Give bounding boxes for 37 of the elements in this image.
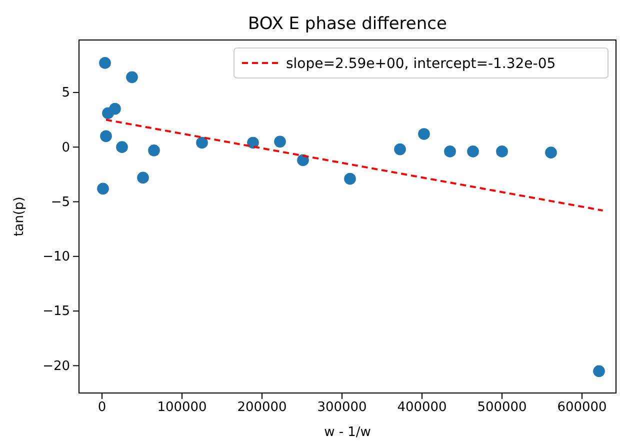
point	[344, 172, 356, 185]
point	[99, 57, 111, 69]
y-tick-label: −5	[50, 194, 70, 210]
point	[545, 146, 557, 158]
point	[116, 141, 128, 154]
point	[109, 102, 121, 115]
x-tick-label: 0	[98, 400, 106, 416]
y-tick-label: 0	[62, 140, 70, 156]
point	[593, 365, 605, 378]
x-tick-label: 500000	[477, 400, 527, 416]
point	[297, 154, 309, 166]
y-tick-label: −15	[42, 304, 70, 320]
point	[196, 136, 208, 149]
y-axis-title: tan(p)	[12, 196, 27, 236]
point	[100, 130, 112, 142]
x-tick-label: 100000	[157, 400, 207, 416]
x-tick-label: 400000	[397, 400, 447, 416]
point	[394, 143, 406, 156]
point	[148, 144, 160, 156]
y-tick-label: −20	[42, 358, 70, 374]
point	[274, 136, 286, 148]
x-tick-label: 200000	[237, 400, 287, 416]
point	[126, 71, 138, 84]
x-axis-title: w - 1/w	[324, 425, 372, 440]
point	[137, 172, 149, 184]
x-tick-label: 300000	[317, 400, 367, 416]
legend-label: slope=2.59e+00, intercept=-1.32e-05	[286, 56, 556, 72]
point	[97, 182, 109, 195]
point	[247, 136, 259, 149]
y-tick-label: −10	[42, 250, 70, 265]
y-tick-label: 5	[62, 86, 70, 101]
point	[444, 146, 456, 158]
point	[418, 128, 430, 140]
chart-title: BOX E phase difference	[248, 14, 447, 34]
point	[496, 146, 508, 158]
point	[467, 146, 479, 158]
x-tick-label: 600000	[557, 400, 607, 416]
